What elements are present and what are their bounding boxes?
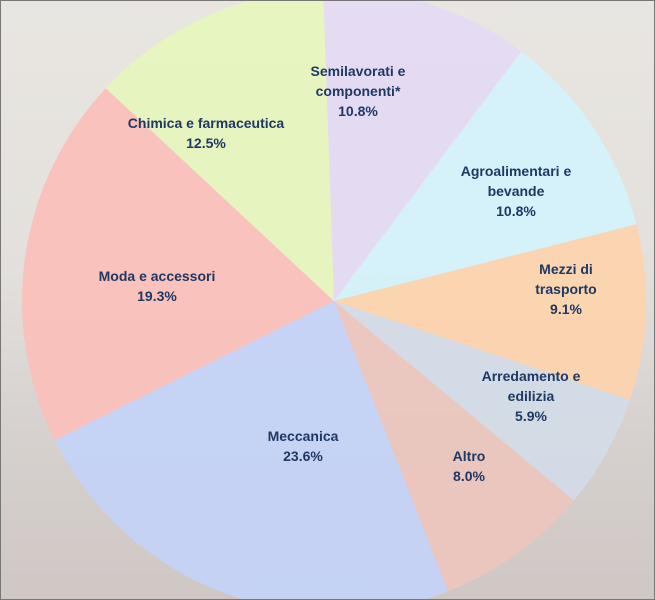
value-label: 10.8% (496, 203, 536, 219)
value-label: 19.3% (137, 288, 177, 304)
category-label: Agroalimentari e bevande (460, 163, 572, 199)
slice-label: Mezzi di trasporto 9.1% (522, 259, 610, 319)
pie-slice (334, 224, 646, 401)
slice-label: Chimica e farmaceutica 12.5% (128, 113, 284, 153)
category-label: Arredamento e edilizia (481, 368, 581, 404)
value-label: 5.9% (515, 408, 547, 424)
value-label: 23.6% (283, 448, 323, 464)
slice-label: Meccanica 23.6% (268, 426, 339, 466)
value-label: 10.8% (338, 103, 378, 119)
pie-slice (334, 301, 630, 501)
pie-slice (334, 51, 637, 301)
category-label: Meccanica (267, 428, 339, 444)
value-label: 12.5% (186, 135, 226, 151)
category-label: Semilavorati e componenti* (310, 63, 406, 99)
category-label: Mezzi di trasporto (535, 261, 597, 297)
category-label: Chimica e farmaceutica (127, 115, 285, 131)
value-label: 9.1% (550, 301, 582, 317)
slice-label: Altro 8.0% (453, 446, 486, 486)
pie-slice (54, 301, 449, 599)
slice-label: Semilavorati e componenti* 10.8% (303, 61, 413, 121)
slice-label: Agroalimentari e bevande 10.8% (447, 161, 585, 221)
pie-slice (22, 88, 335, 441)
pie-slice (105, 1, 334, 301)
category-label: Moda e accessori (98, 268, 216, 284)
pie-slice (323, 1, 522, 301)
slice-label: Moda e accessori 19.3% (99, 266, 216, 306)
category-label: Altro (452, 448, 486, 464)
pie-slice (334, 301, 574, 592)
slice-label: Arredamento e edilizia 5.9% (470, 366, 593, 426)
value-label: 8.0% (453, 468, 485, 484)
